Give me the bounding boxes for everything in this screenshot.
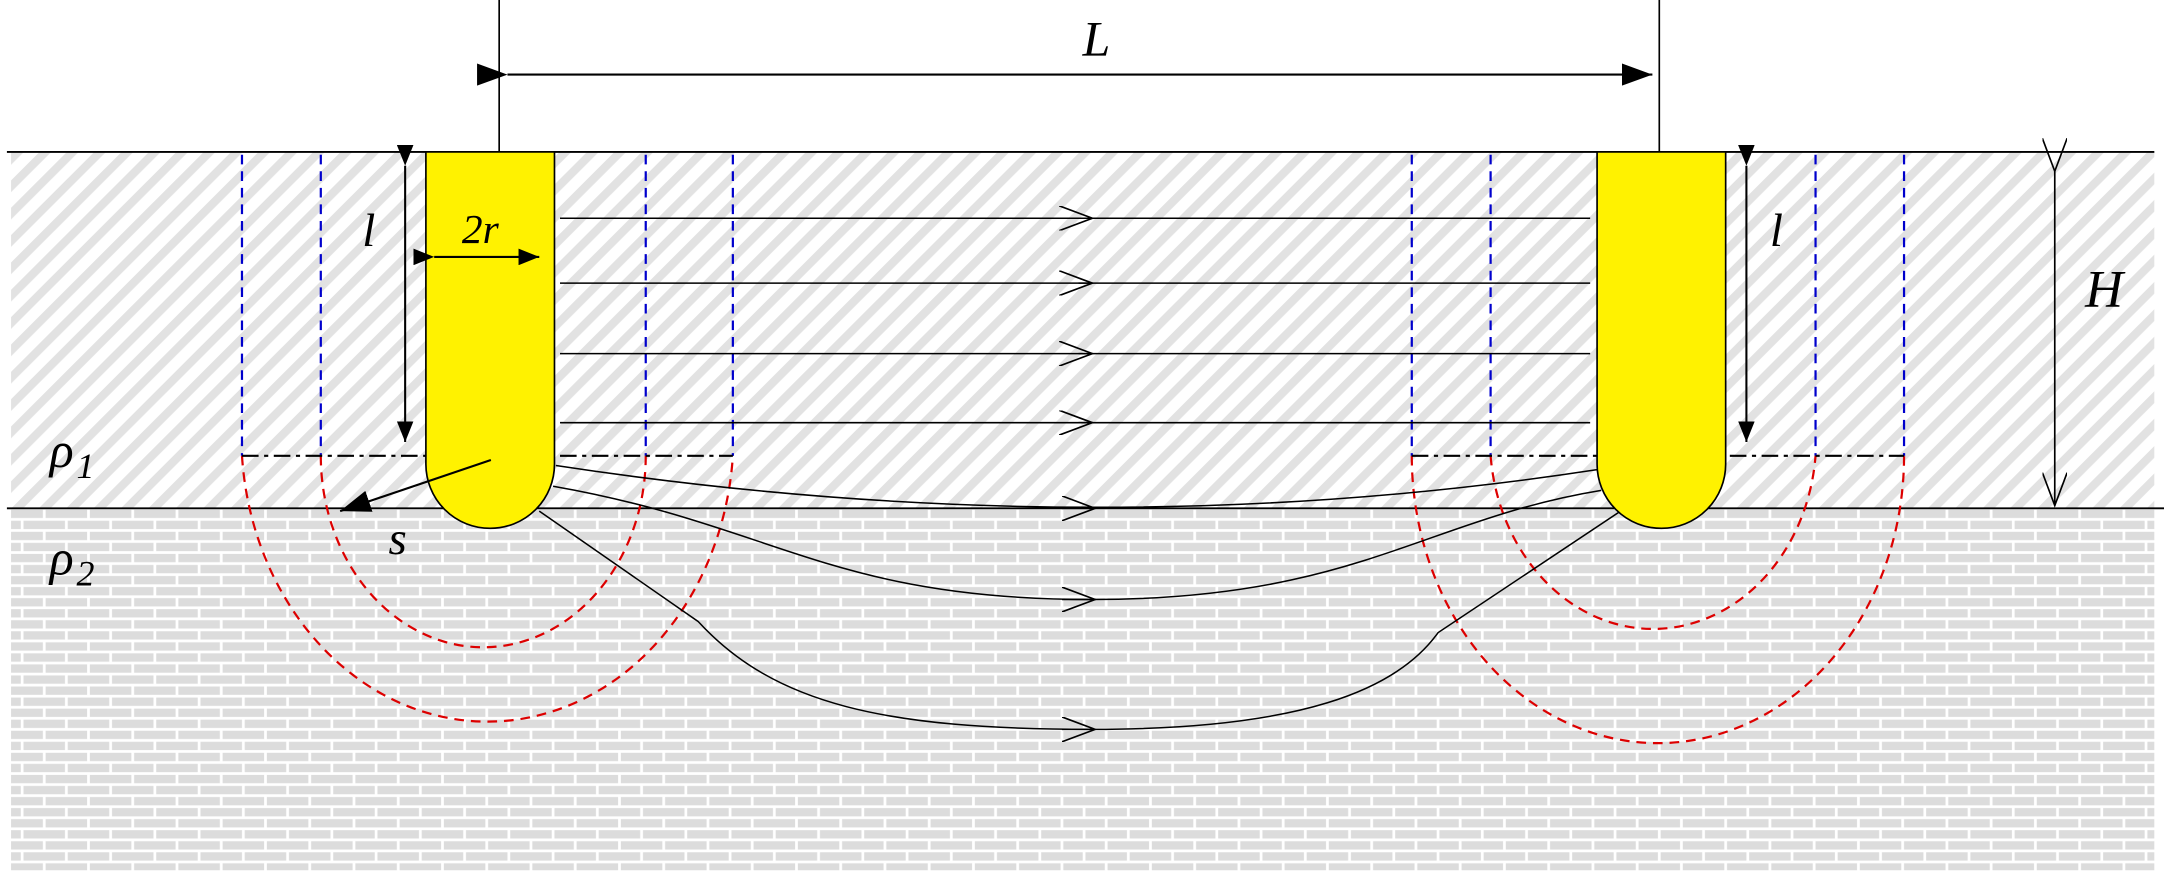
- H-label: H: [2084, 261, 2126, 319]
- left-electrode: [425, 151, 556, 530]
- blue-equipotential-lines: [240, 154, 1906, 456]
- L-label: L: [1082, 11, 1111, 66]
- s-label: s: [389, 513, 407, 565]
- rho2-subscript: 2: [76, 554, 94, 594]
- l-right-label: l: [1770, 205, 1783, 257]
- s-arrow: [339, 459, 492, 513]
- rho2-symbol: ρ: [48, 531, 74, 586]
- l-left-label: l: [362, 205, 375, 257]
- rho1-subscript: 1: [76, 446, 94, 486]
- 2r-label: 2r: [462, 206, 500, 252]
- red-equipotential-arcs: [240, 455, 1906, 745]
- rho1-symbol: ρ: [48, 423, 74, 478]
- right-electrode: [1596, 151, 1727, 530]
- current-lines: [538, 218, 1626, 729]
- bottom-soil-layer: [11, 508, 2155, 871]
